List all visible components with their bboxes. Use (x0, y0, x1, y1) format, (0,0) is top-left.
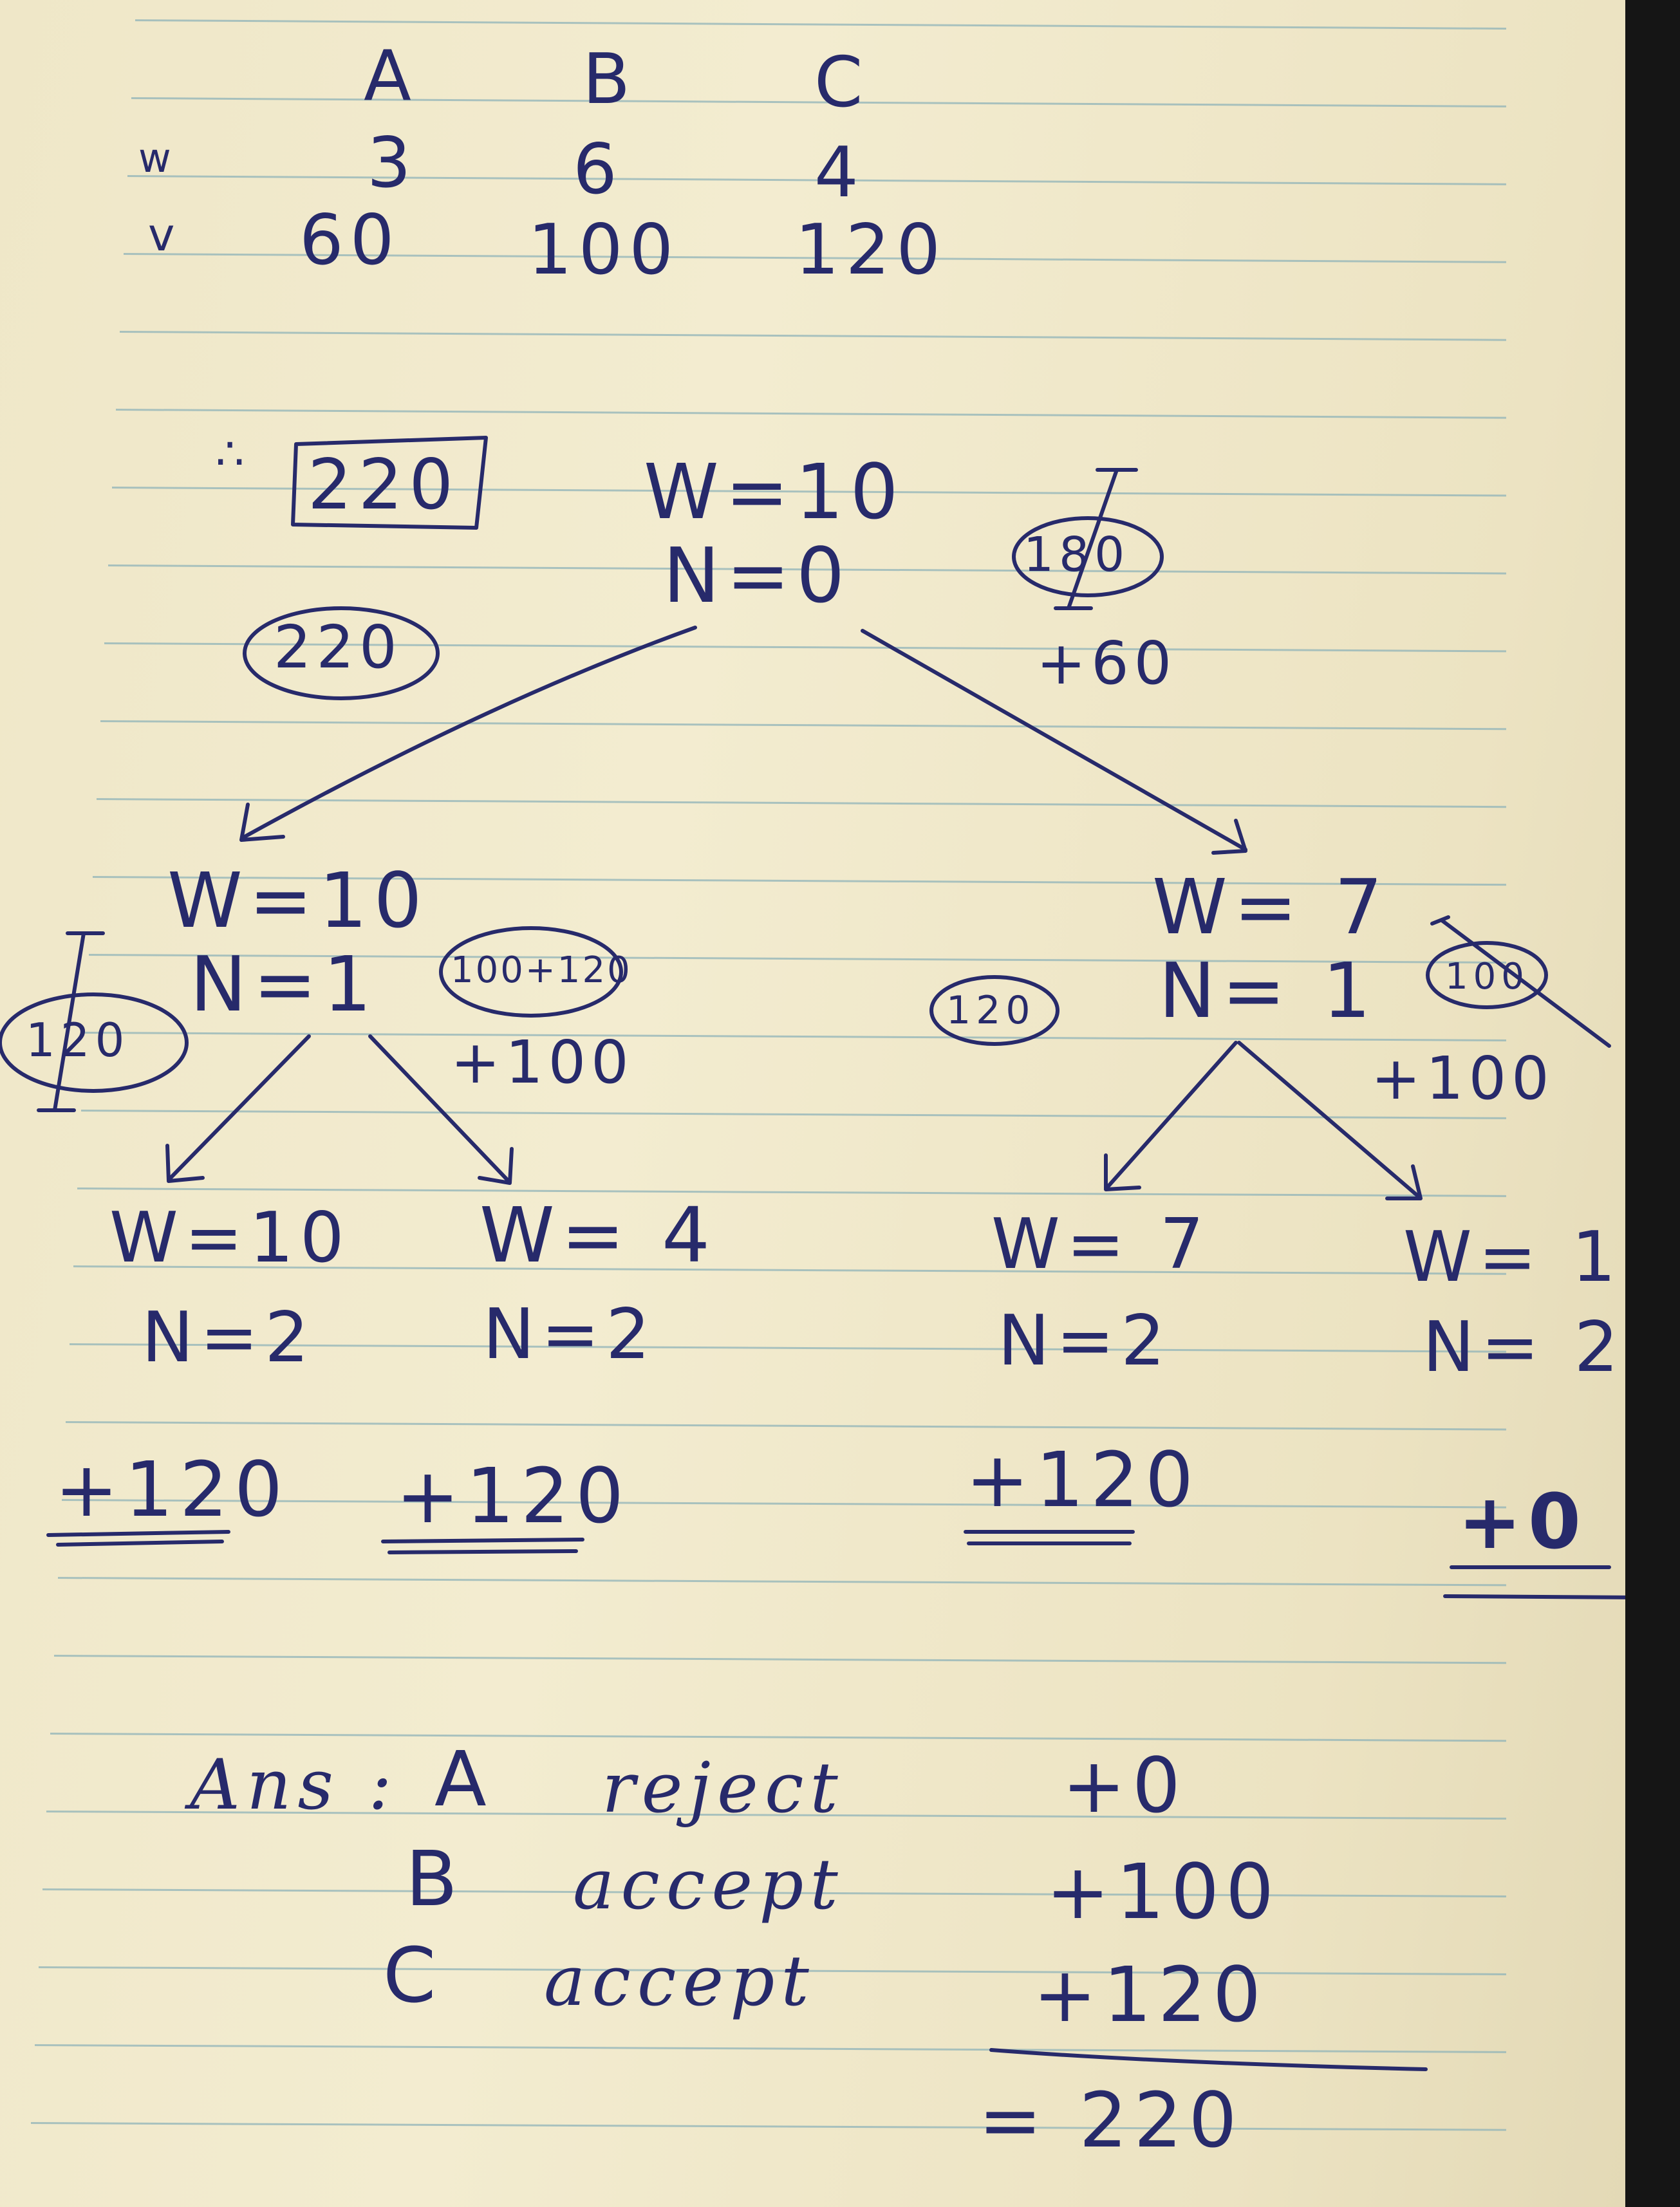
ink-strokes (0, 436, 1625, 2071)
edge-root-left-arrowhead (239, 803, 285, 842)
answer-sum-line (989, 2048, 1428, 2071)
leaf-3-underline (964, 1530, 1135, 1545)
right-bound-left-circle (929, 975, 1059, 1046)
leaf-3-w: W= 7 (991, 1204, 1211, 1285)
left-node-w: W=10 (167, 856, 429, 945)
answer-a-decision: reject (602, 1748, 845, 1829)
root-w: W=10 (644, 447, 905, 536)
root-n: N=0 (663, 531, 852, 620)
edge-left-leaf2 (368, 1034, 510, 1183)
leaf-1-value: +120 (55, 1445, 290, 1534)
leaf-4-value: +0 (1458, 1477, 1587, 1566)
left-edge-right: +100 (451, 1028, 634, 1097)
left-bound-right-circle (439, 926, 623, 1018)
result-box (291, 436, 488, 530)
answer-a-item: A (434, 1735, 493, 1823)
right-bound-left: 120 (946, 988, 1036, 1033)
edge-right-leaf3 (1105, 1041, 1238, 1189)
result-value: 220 (308, 445, 460, 525)
answer-total: = 220 (978, 2076, 1244, 2165)
edge-root-right (861, 629, 1247, 852)
answer-a-value: +0 (1062, 1741, 1187, 1830)
edge-root-right-arrowhead (1211, 819, 1247, 855)
therefore-symbol: ∴ (216, 427, 250, 480)
leaf-2-value: +120 (396, 1451, 631, 1540)
left-bound-left-strike (37, 931, 105, 1112)
root-bound-right-strike (1054, 468, 1138, 610)
answer-b-decision: accept (573, 1845, 845, 1925)
root-edge-right: +60 (1036, 629, 1177, 698)
left-bound-left-circle (0, 992, 189, 1093)
root-bound-right-circle (1012, 516, 1164, 597)
leaf-4-underline (1443, 1565, 1625, 1599)
leaf-2-w: W= 4 (480, 1191, 717, 1280)
leaf-4-w: W= 1 (1403, 1217, 1623, 1298)
edge-left-leaf1-arrowhead (165, 1144, 205, 1183)
cell-w-c: 4 (814, 133, 865, 213)
col-header-b: B (583, 39, 637, 120)
answer-b-item: B (406, 1834, 464, 1923)
cell-v-a: 60 (299, 200, 401, 281)
right-node-n: N= 1 (1159, 946, 1377, 1035)
cell-v-b: 100 (528, 210, 680, 290)
answer-c-item: C (383, 1931, 443, 2020)
right-bound-right-circle (1426, 941, 1548, 1009)
root-bound-right: 180 (1023, 527, 1130, 582)
col-header-c: C (814, 42, 870, 123)
right-bound-right-strike (1430, 915, 1611, 1048)
cell-w-a: 3 (367, 123, 418, 203)
right-edge-right: +100 (1371, 1044, 1554, 1113)
right-bound-right: 100 (1445, 956, 1529, 998)
leaf-3-value: +120 (966, 1435, 1200, 1524)
edge-right-leaf4-arrowhead (1385, 1164, 1423, 1200)
left-node-n: N=1 (190, 940, 378, 1029)
left-bound-right: 100+120 (451, 949, 632, 991)
row-label-v: v (148, 209, 180, 261)
edge-root-left (243, 626, 697, 839)
leaf-2-n: N=2 (483, 1294, 657, 1375)
leaf-1-underline (46, 1530, 230, 1547)
right-node-w: W= 7 (1152, 862, 1390, 951)
answer-c-decision: accept (544, 1941, 816, 2022)
leaf-1-w: W=10 (109, 1198, 351, 1278)
leaf-4-n: N= 2 (1423, 1307, 1625, 1388)
cell-w-b: 6 (573, 129, 624, 210)
answer-c-value: +120 (1033, 1950, 1268, 2039)
notebook-page: A B C w 3 6 4 v 60 100 120 ∴ 220 W=10 N=… (0, 0, 1625, 2207)
col-header-a: A (364, 36, 418, 116)
edge-right-leaf3-arrowhead (1104, 1153, 1141, 1191)
edge-left-leaf1 (169, 1034, 311, 1180)
edge-left-leaf2-arrowhead (478, 1147, 514, 1185)
leaf-2-underline (381, 1538, 584, 1554)
leaf-3-n: N=2 (998, 1301, 1171, 1381)
desk-edge (1625, 0, 1680, 2207)
answer-b-value: +100 (1046, 1847, 1281, 1936)
row-label-w: w (138, 135, 176, 182)
cell-v-c: 120 (795, 210, 947, 290)
root-bound-left-circle (243, 606, 440, 700)
edge-right-leaf4 (1237, 1041, 1421, 1199)
root-bound-left: 220 (274, 613, 402, 682)
answer-label: Ans : (190, 1745, 398, 1825)
left-bound-left: 120 (26, 1013, 130, 1067)
leaf-1-n: N=2 (142, 1298, 315, 1378)
